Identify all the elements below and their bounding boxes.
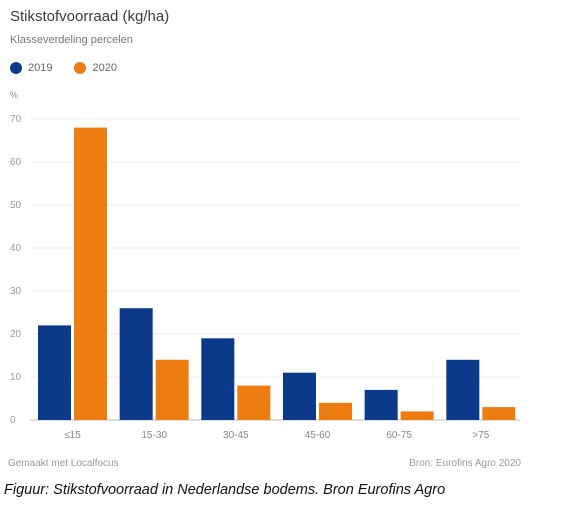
x-tick-label: >75 (472, 430, 489, 441)
bar-2020-0 (74, 127, 107, 420)
bar-2019-1 (119, 308, 153, 420)
bar-2020-1 (155, 359, 189, 420)
bar-2020-5 (482, 407, 516, 420)
bar-2019-5 (446, 359, 480, 420)
bar-2019-0 (38, 325, 71, 420)
chart-subtitle: Klasseverdeling percelen (10, 34, 133, 46)
bar-2019-4 (364, 389, 398, 420)
x-tick-label: 30-45 (223, 430, 249, 441)
y-tick-label: 60 (10, 157, 22, 168)
legend-swatch-2019 (10, 62, 22, 74)
y-tick-label: 10 (10, 372, 22, 383)
legend-swatch-2020 (74, 62, 87, 74)
x-tick-label: 15-30 (141, 430, 167, 441)
legend-label-2020: 2020 (92, 62, 117, 74)
chart-legend: 2019 2020 (10, 62, 131, 74)
y-tick-label: 20 (10, 329, 22, 340)
bar-2019-3 (283, 372, 316, 420)
legend-label-2019: 2019 (28, 62, 53, 74)
y-tick-label: 50 (10, 200, 22, 211)
bar-2020-2 (237, 385, 271, 420)
x-tick-label: 60-75 (386, 430, 412, 441)
x-tick-label: ≤15 (64, 430, 81, 441)
x-tick-label: 45-60 (305, 430, 331, 441)
bar-2019-2 (201, 338, 235, 420)
y-tick-label: 30 (10, 286, 22, 297)
y-tick-label: 70 (10, 114, 22, 125)
bar-2020-3 (319, 402, 352, 420)
bar-chart: 0 10 20 30 40 50 60 70 ≤15 15-30 30-45 45-60 60-75 >7… (10, 114, 520, 441)
figure-caption: Figuur: Stikstofvoorraad in Nederlandse … (4, 482, 446, 498)
chart-title: Stikstofvoorraad (kg/ha) (10, 8, 170, 25)
y-axis-unit: % (10, 90, 19, 100)
legend-item-2019: 2019 (10, 62, 52, 74)
y-tick-label: 40 (10, 243, 22, 254)
source-label: Bron: Eurofins Agro 2020 (409, 458, 521, 469)
y-tick-label: 0 (10, 415, 16, 426)
made-with-label: Gemaakt met Localfocus (8, 458, 119, 469)
bar-2020-4 (400, 411, 434, 420)
legend-item-2020: 2020 (74, 62, 117, 74)
